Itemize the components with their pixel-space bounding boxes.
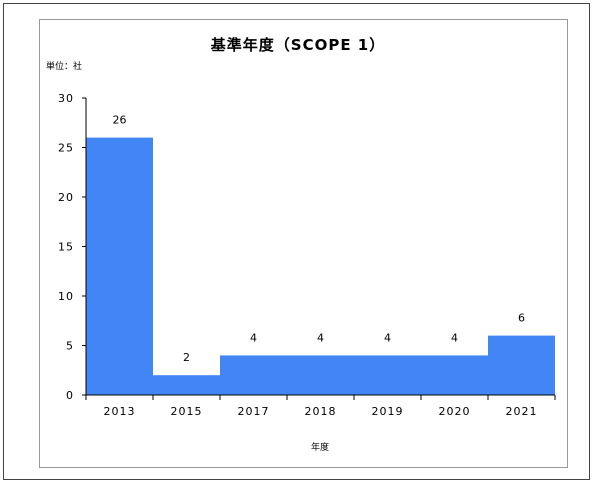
unit-label: 単位：社 <box>46 60 82 72</box>
bar-2019 <box>354 355 421 395</box>
bar-2013 <box>86 137 153 395</box>
y-tick-label-25: 25 <box>58 142 74 155</box>
data-label-2021: 6 <box>518 312 525 325</box>
x-tick-label-2018: 2018 <box>305 405 337 418</box>
x-tick-label-2013: 2013 <box>104 405 136 418</box>
chart-title: 基準年度（SCOPE 1） <box>210 36 385 54</box>
data-label-2019: 4 <box>384 331 391 344</box>
data-label-2015: 2 <box>183 351 190 364</box>
bar-group <box>86 137 555 395</box>
x-tick-label-2015: 2015 <box>171 405 203 418</box>
bar-2018 <box>287 355 354 395</box>
data-label-2013: 26 <box>113 114 127 127</box>
y-tick-label-5: 5 <box>66 340 74 353</box>
x-tick-label-2020: 2020 <box>439 405 471 418</box>
y-tick-label-30: 30 <box>58 92 74 105</box>
y-tick-label-20: 20 <box>58 191 74 204</box>
data-label-2020: 4 <box>451 331 458 344</box>
x-tick-label-2017: 2017 <box>238 405 270 418</box>
y-tick-label-0: 0 <box>66 389 74 402</box>
x-tick-label-2019: 2019 <box>372 405 404 418</box>
label-group: 2620132201542017420184201942020620210510… <box>58 92 538 418</box>
bar-2020 <box>421 355 488 395</box>
x-axis-title: 年度 <box>311 441 329 453</box>
bar-2021 <box>488 335 555 395</box>
bar-2017 <box>220 355 287 395</box>
data-label-2018: 4 <box>317 331 324 344</box>
data-label-2017: 4 <box>250 331 257 344</box>
y-tick-label-15: 15 <box>58 241 74 254</box>
axes-group <box>82 97 556 400</box>
y-tick-label-10: 10 <box>58 290 74 303</box>
x-tick-label-2021: 2021 <box>506 405 538 418</box>
chart-area-border <box>39 19 568 468</box>
bar-2015 <box>153 375 220 395</box>
